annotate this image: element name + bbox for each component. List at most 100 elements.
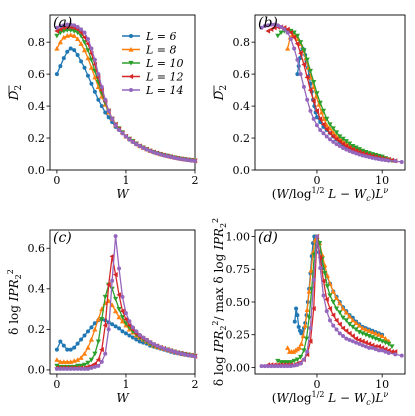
data-point [346,141,353,147]
data-point [337,331,342,336]
data-point [117,128,122,133]
data-point [275,364,280,369]
legend-label: L = 12 [145,71,184,84]
data-point [393,159,398,164]
panel-a-axes [49,14,196,171]
data-point [266,23,271,28]
panel-b-ylabel: D2 [212,85,229,101]
data-point [278,360,284,365]
data-point [306,315,312,321]
data-point [311,116,316,121]
panel-d-xlabel: (W/log1/2 L − Wc)Lν [272,390,389,407]
data-point [294,306,299,311]
data-point [356,322,362,328]
data-point [182,352,187,357]
panel-c-ytick-label: 0.0 [28,364,46,377]
data-point [158,152,163,157]
data-point [58,339,63,344]
data-point [269,364,274,369]
data-point [148,340,153,345]
data-point [350,317,356,323]
data-point [288,360,294,365]
data-point [172,155,177,160]
data-point [168,155,173,160]
data-point [110,116,115,121]
data-point [92,364,97,369]
data-point [127,137,132,142]
panel-a-xtick-label: 2 [192,174,199,187]
panel-b-ytick-label: 0.6 [233,68,251,81]
data-point [363,326,369,332]
data-point [324,296,329,302]
data-point [288,29,293,36]
data-point [110,278,115,283]
data-point [324,309,329,314]
data-point [337,310,343,316]
data-point [92,351,98,357]
panel-a-ytick-label: 0.2 [28,132,46,145]
data-point [360,153,365,158]
data-point [279,364,284,369]
legend-marker [128,60,134,66]
data-point [130,139,135,144]
data-point [54,28,59,34]
data-point [130,335,135,340]
data-point [78,355,84,360]
data-point [340,315,346,321]
panel-d-xtick-label: 10 [375,378,389,391]
legend-entry-l8: L = 8 [122,44,177,57]
panel-c-ytick-label: 0.6 [28,242,46,255]
data-point [360,343,365,348]
panel-b-label: (b) [258,15,278,31]
data-point [58,64,63,69]
data-point [301,61,306,68]
data-point [333,306,340,312]
panel-d-ytick-label: 0.00 [226,361,251,374]
data-point [106,282,111,288]
panel-b-xlabel: (W/log1/2 L − Wc)Lν [272,186,389,203]
data-point [337,144,342,149]
data-point [333,295,340,301]
data-point [343,143,349,149]
panel-b-ytick-label: 0.4 [233,100,251,113]
data-point [393,352,398,357]
data-point [301,357,306,362]
data-point [330,126,336,132]
data-point [57,26,63,32]
data-point [306,288,312,294]
data-point [68,46,73,51]
data-point [268,26,274,32]
data-point [343,328,349,334]
data-point [89,325,94,330]
data-point [301,84,306,89]
panel-d-ytick-label: 0.50 [226,296,251,309]
data-point [291,358,297,364]
data-point [311,305,316,312]
data-point [65,347,70,352]
legend-entry-l14: L = 14 [122,84,184,97]
data-point [350,339,355,344]
data-point [88,65,95,70]
data-point [295,362,300,367]
data-point [285,26,290,32]
data-point [370,345,375,350]
data-point [386,341,392,347]
data-point [330,312,336,318]
legend-marker [129,34,133,38]
data-point [72,345,77,350]
data-point [373,156,378,161]
data-point [92,74,98,80]
data-point [99,347,104,353]
data-point [68,366,73,371]
panel-c-ytick-label: 0.2 [28,323,46,336]
data-point [314,108,320,114]
data-point [295,72,300,77]
data-point [330,299,336,305]
data-point [175,350,180,355]
data-point [308,108,313,113]
data-point [54,45,60,51]
data-point [137,333,142,338]
data-point [285,345,291,350]
panel-c-series-l14 [54,234,197,371]
